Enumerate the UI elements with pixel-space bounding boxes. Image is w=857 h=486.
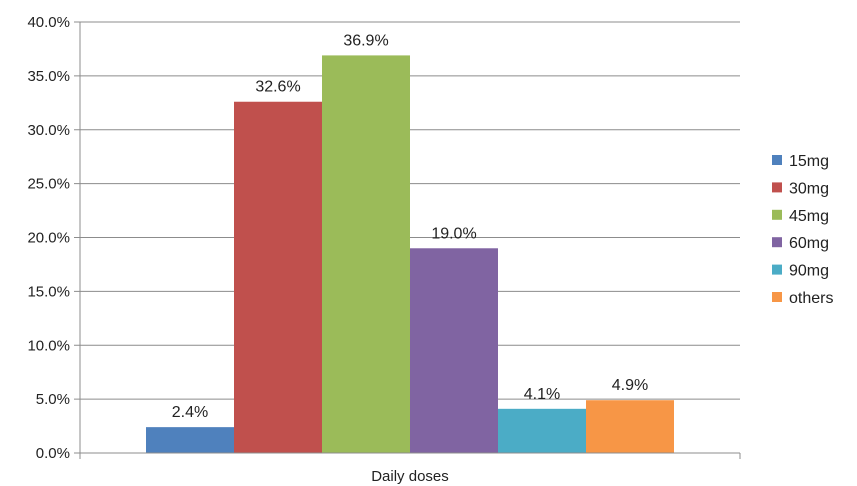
legend-swatch-45mg [772,209,782,220]
legend-swatch-60mg [772,237,782,248]
y-axis-ticks: 0.0% 5.0% 10.0% 15.0% 20.0% 25.0% 30.0% 35.0% 40… [27,14,80,462]
data-label-30mg: 32.6% [255,79,300,96]
legend-swatch-90mg [772,264,782,275]
y-tick-label: 0.0% [36,445,70,462]
legend-label-30mg: 30mg [789,180,829,197]
data-label-45mg: 36.9% [343,32,388,49]
y-tick-label: 40.0% [27,14,70,31]
x-axis-title: Daily doses [371,468,449,485]
data-label-others: 4.9% [612,377,648,394]
y-tick-label: 25.0% [27,176,70,193]
bars [146,55,674,454]
legend-swatch-30mg [772,182,782,193]
bar-45mg [322,55,410,454]
y-tick-label: 15.0% [27,283,70,300]
y-tick-label: 5.0% [36,391,70,408]
axes [79,22,741,459]
y-tick-label: 20.0% [27,230,70,247]
data-label-15mg: 2.4% [172,404,208,421]
y-tick-label: 30.0% [27,122,70,139]
legend-label-45mg: 45mg [789,208,829,225]
y-tick-label: 10.0% [27,337,70,354]
legend-label-90mg: 90mg [789,263,829,280]
data-label-60mg: 19.0% [431,225,476,242]
legend-label-15mg: 15mg [789,153,829,170]
bar-others [586,400,674,453]
legend-label-60mg: 60mg [789,235,829,252]
legend: 15mg 30mg 45mg 60mg 90mg others [772,153,833,307]
bar-60mg [410,248,498,453]
data-labels: 2.4% 32.6% 36.9% 19.0% 4.1% 4.9% [172,32,648,421]
bar-30mg [234,101,322,454]
y-tick-label: 35.0% [27,68,70,85]
bar-15mg [146,427,234,453]
bar-90mg [498,408,586,453]
legend-label-others: others [789,290,833,307]
data-label-90mg: 4.1% [524,386,560,403]
legend-swatch-15mg [772,155,782,165]
legend-swatch-others [772,292,782,302]
